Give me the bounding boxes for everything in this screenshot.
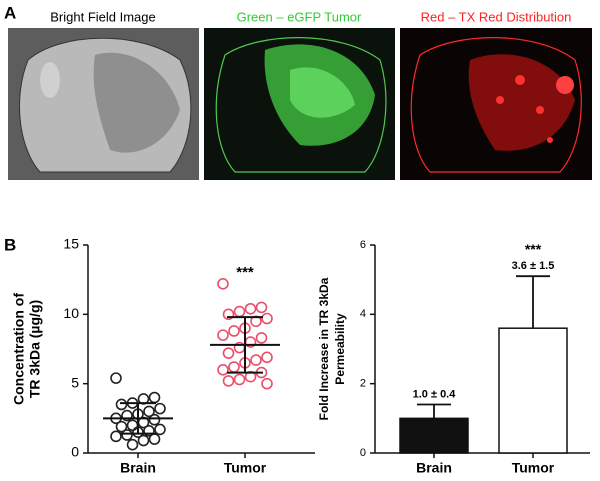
data-point (261, 351, 273, 364)
y-axis-label: Fold Increase in TR 3kDa (317, 277, 331, 420)
y-tick-label: 5 (71, 374, 79, 390)
y-axis-label: TR 3kDa (µg/g) (27, 300, 43, 398)
data-point (115, 420, 128, 433)
y-axis-label: Concentration of (11, 293, 27, 405)
significance: *** (525, 241, 542, 257)
y-tick-label: 6 (360, 239, 366, 251)
data-point (261, 377, 273, 390)
data-point (154, 423, 166, 436)
image-title: Red – TX Red Distribution (421, 9, 572, 24)
data-point (148, 433, 161, 445)
data-point (143, 425, 155, 437)
data-point (126, 438, 139, 451)
bright-field-image (8, 28, 199, 180)
data-point (233, 373, 246, 386)
data-point (228, 325, 240, 337)
data-point (222, 347, 235, 359)
data-point (222, 375, 235, 387)
data-point (222, 308, 235, 321)
x-tick-label: Tumor (512, 460, 555, 476)
texas-red-image (400, 28, 592, 180)
data-point (115, 398, 128, 411)
gfp-image (204, 28, 395, 180)
bar (498, 327, 568, 454)
data-point (110, 430, 122, 443)
data-point (110, 372, 122, 384)
panel-label: A (4, 3, 16, 22)
image-title: Green – eGFP Tumor (237, 9, 362, 24)
y-tick-label: 0 (360, 447, 366, 459)
y-tick-label: 4 (360, 308, 366, 320)
y-tick-label: 2 (360, 378, 366, 390)
data-point (121, 409, 133, 422)
y-tick-label: 10 (63, 305, 79, 321)
significance: *** (236, 264, 254, 281)
value-label: 1.0 ± 0.4 (413, 388, 457, 400)
data-point (261, 312, 273, 325)
data-point (217, 363, 229, 376)
x-tick-label: Brain (120, 460, 156, 476)
y-tick-label: 15 (63, 236, 79, 252)
image-title: Bright Field Image (50, 9, 156, 24)
x-tick-label: Brain (416, 460, 452, 476)
data-point (244, 302, 257, 315)
data-point (126, 419, 139, 432)
data-point (143, 405, 155, 418)
data-point (250, 354, 262, 366)
data-point (217, 278, 229, 290)
data-point (137, 434, 150, 447)
data-point (154, 402, 166, 415)
bar (399, 417, 469, 454)
panel-label: B (4, 235, 16, 254)
data-point (217, 329, 229, 341)
value-label: 3.6 ± 1.5 (512, 260, 555, 272)
data-point (228, 361, 240, 373)
data-point (255, 301, 268, 314)
y-axis-label: Permeability (333, 313, 347, 385)
data-point (148, 413, 161, 426)
y-tick-label: 0 (71, 444, 79, 460)
data-point (233, 305, 246, 318)
x-tick-label: Tumor (224, 460, 267, 476)
data-point (148, 391, 161, 404)
data-point (121, 429, 133, 441)
data-point (255, 332, 268, 344)
